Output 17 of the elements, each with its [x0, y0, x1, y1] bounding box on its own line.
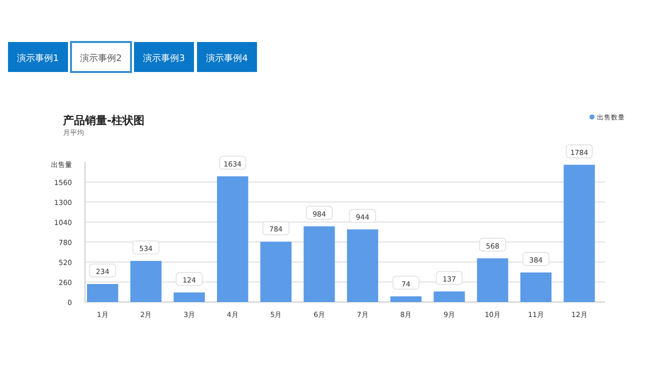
tab: 演示事例3: [134, 42, 194, 72]
tab: 演示事例1: [8, 42, 68, 72]
bar: [520, 272, 552, 302]
bar: [260, 242, 292, 302]
tab: 演示事例4: [197, 42, 257, 72]
bar: [564, 164, 595, 302]
bar: [217, 176, 248, 302]
tab: 演示事例2: [70, 41, 132, 73]
bar: [390, 296, 422, 302]
chart-title: 产品销量-柱状图: [62, 114, 145, 127]
bar: [304, 226, 335, 302]
bar: [477, 258, 508, 302]
bar: [87, 284, 118, 302]
bar: [434, 291, 465, 302]
bar: [174, 292, 205, 302]
bar: [130, 260, 162, 302]
bar: [347, 229, 378, 302]
